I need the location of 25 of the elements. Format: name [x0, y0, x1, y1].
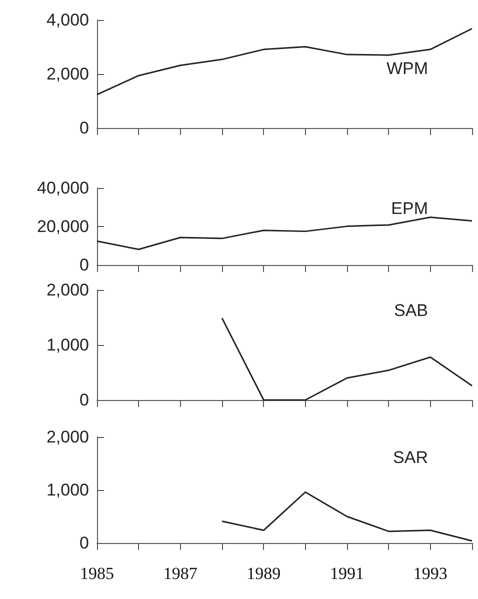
series-label: WPM — [386, 59, 428, 78]
y-tick-label: 40,000 — [37, 178, 89, 198]
y-tick-label: 4,000 — [46, 10, 89, 30]
x-tick-label: 1991 — [330, 564, 364, 583]
y-tick-label: 20,000 — [37, 217, 89, 236]
text: SAB — [394, 301, 428, 320]
y-tick-label: 0 — [80, 118, 89, 138]
series-label: EPM — [391, 199, 428, 218]
x-tick-label: 1985 — [80, 564, 114, 583]
y-tick-label: 2,000 — [46, 64, 89, 84]
x-tick-label: 1993 — [413, 564, 448, 583]
y-tick-label: 0 — [80, 390, 89, 410]
y-tick-label: 0 — [80, 534, 89, 552]
y-tick-label: 1,000 — [46, 480, 89, 500]
line-series — [221, 491, 473, 542]
x-tick-label: 1989 — [246, 564, 281, 583]
line-series — [221, 317, 473, 401]
line-series — [96, 28, 473, 96]
y-tick-label: 2,000 — [46, 428, 89, 446]
text: SAR — [393, 448, 428, 467]
line-series — [96, 216, 473, 250]
y-tick-label: 0 — [80, 256, 89, 274]
x-tick-label: 1987 — [163, 564, 198, 583]
y-tick-label: 2,000 — [46, 280, 89, 300]
y-tick-label: 1,000 — [46, 336, 89, 354]
